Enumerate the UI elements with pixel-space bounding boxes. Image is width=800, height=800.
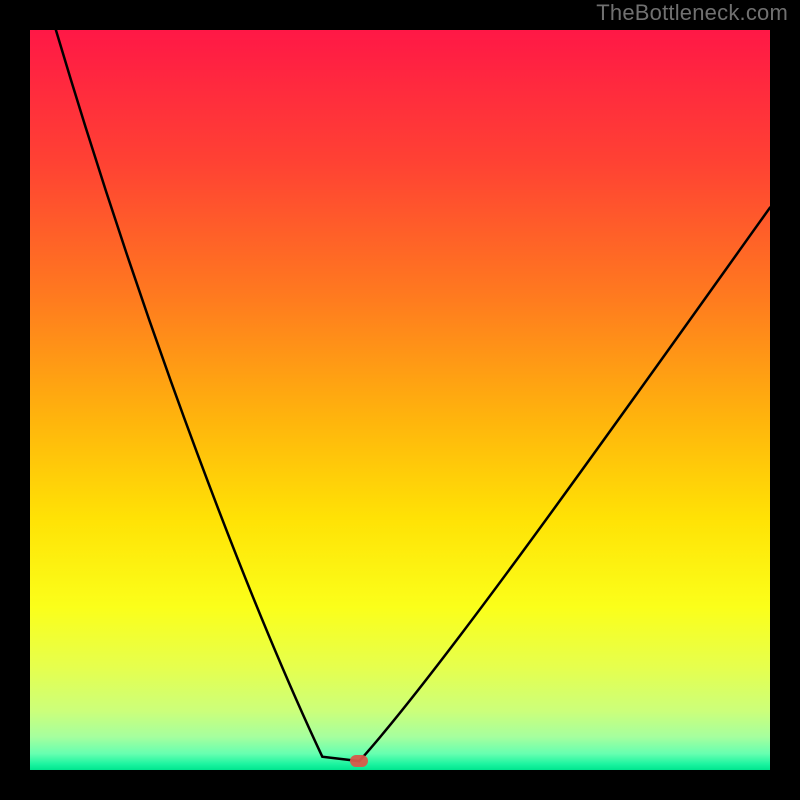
chart-stage: TheBottleneck.com [0, 0, 800, 800]
gradient-background [30, 30, 770, 770]
curve-svg [30, 30, 770, 770]
plot-area [30, 30, 770, 770]
watermark-text: TheBottleneck.com [596, 0, 788, 26]
minimum-marker [350, 755, 368, 767]
outer-frame [0, 0, 800, 800]
